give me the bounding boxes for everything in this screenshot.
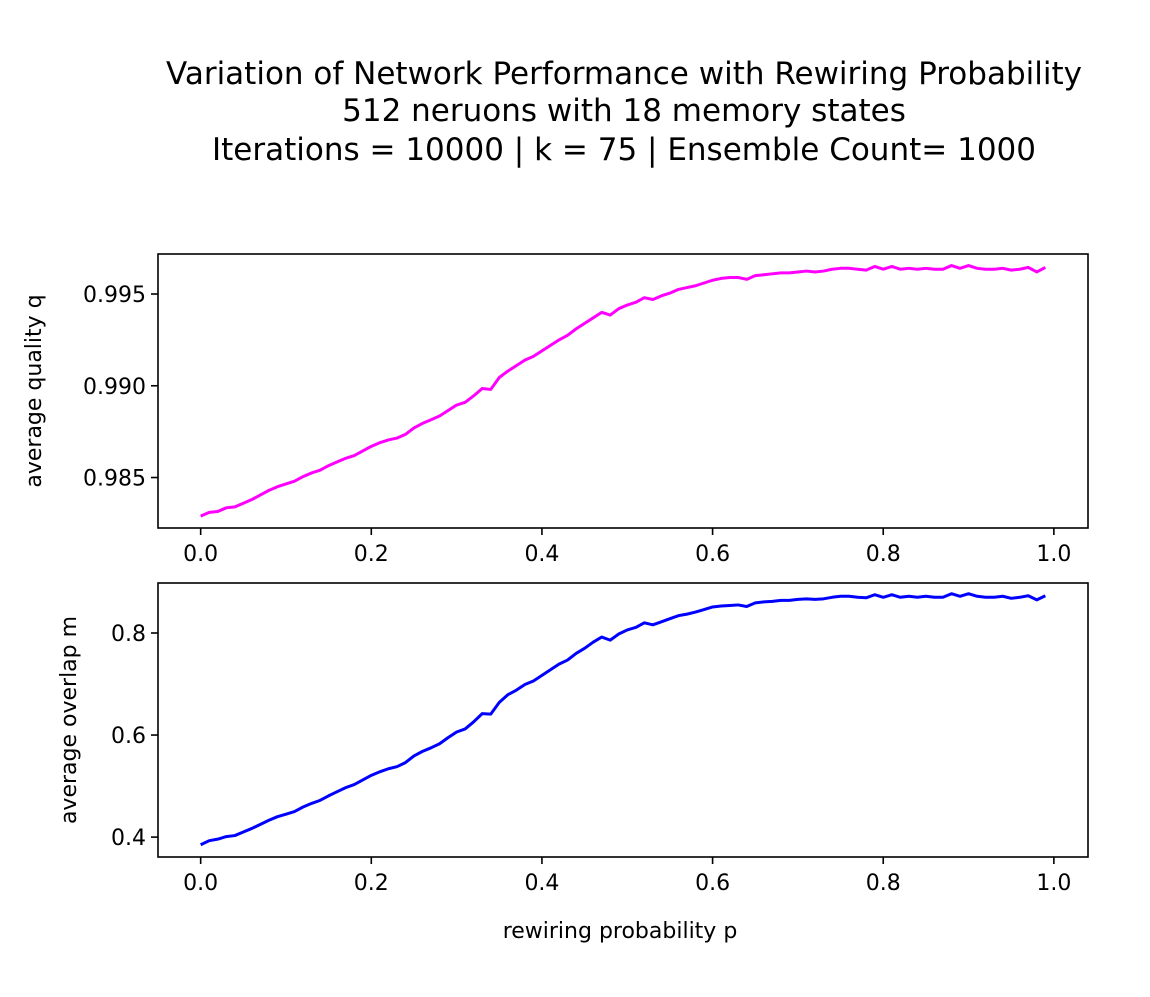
overlap-y-axis-label: average overlap m	[57, 616, 82, 824]
overlap-x-tick-label: 0.8	[866, 871, 901, 896]
overlap-x-tick-label: 0.0	[183, 871, 218, 896]
quality-y-axis-label: average quality q	[22, 294, 47, 487]
quality-subplot: average quality q 0.0 0.2 0.4 0.6 0.8 1.0 0.98…	[22, 253, 1089, 567]
overlap-y-tick-label: 0.8	[111, 622, 146, 647]
quality-x-tick-label: 0.2	[354, 542, 389, 567]
overlap-y-tick-label: 0.6	[111, 724, 146, 749]
overlap-x-axis-label: rewiring probability p	[503, 919, 738, 944]
figure-title-line-2: 512 neruons with 18 memory states	[342, 93, 906, 129]
overlap-x-tick-label: 0.2	[354, 871, 389, 896]
overlap-plot-frame	[157, 582, 1089, 858]
quality-x-tick-label: 0.6	[695, 542, 730, 567]
figure-title-line-3: Iterations = 10000 | k = 75 | Ensemble C…	[212, 132, 1036, 168]
quality-plot-frame	[157, 253, 1089, 529]
quality-x-tick-label: 0.4	[524, 542, 559, 567]
quality-y-tick-label: 0.995	[83, 283, 146, 308]
quality-x-tick-label: 1.0	[1036, 542, 1071, 567]
overlap-y-tick-label: 0.4	[111, 826, 146, 851]
quality-x-tick-label: 0.8	[866, 542, 901, 567]
quality-y-tick-label: 0.985	[83, 467, 146, 492]
quality-y-tick-label: 0.990	[83, 375, 146, 400]
overlap-x-tick-label: 0.4	[524, 871, 559, 896]
figure-title-line-1: Variation of Network Performance with Re…	[166, 56, 1082, 92]
quality-series-line	[200, 264, 1047, 518]
overlap-series-line	[200, 592, 1046, 847]
overlap-x-tick-label: 1.0	[1036, 871, 1071, 896]
quality-x-tick-label: 0.0	[183, 542, 218, 567]
overlap-x-tick-label: 0.6	[695, 871, 730, 896]
overlap-subplot: average overlap m rewiring probability p…	[57, 582, 1089, 944]
